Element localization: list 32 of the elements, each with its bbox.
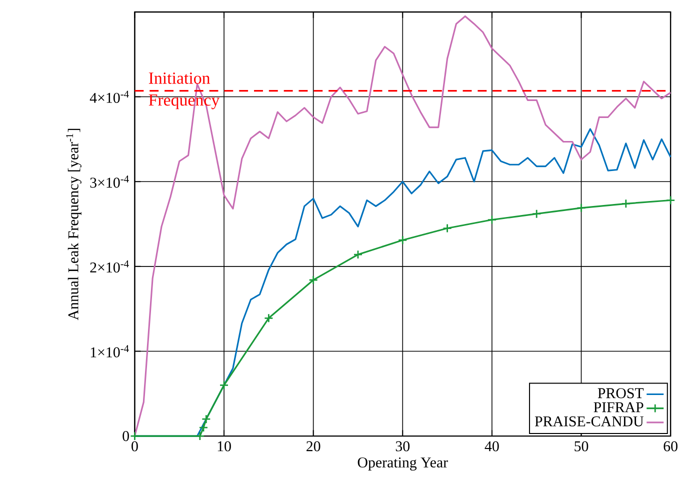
point	[442, 224, 452, 233]
point	[308, 275, 318, 285]
point	[576, 203, 586, 213]
point	[666, 196, 676, 205]
point	[198, 422, 208, 432]
point	[195, 431, 205, 441]
x-tick-label: 0	[132, 441, 138, 452]
y-tick-label: 3×10$^{-4}$	[90, 176, 129, 188]
point	[487, 215, 497, 224]
y-axis-title: Annual Leak Frequency [year$^{-1}$]	[66, 128, 82, 320]
point	[398, 235, 408, 245]
x-axis-title: Operating Year	[358, 457, 448, 471]
point	[532, 209, 542, 219]
y-tick-label: 2×10$^{-4}$	[90, 260, 129, 273]
y-tick-label: 1×10$^{-4}$	[90, 345, 129, 358]
y-tick-label: 4×10$^{-4}$	[90, 90, 129, 103]
legend-label: PRAISE-CANDU	[534, 416, 644, 426]
x-tick-label: 20	[306, 441, 320, 452]
point	[201, 414, 211, 424]
point	[353, 250, 363, 260]
legend-label: PROST	[598, 388, 644, 398]
point	[130, 431, 140, 441]
x-tick-label: 50	[574, 441, 588, 452]
point	[264, 314, 274, 323]
x-tick-label: 60	[664, 441, 678, 452]
legend-label: PIFRAP	[594, 402, 644, 412]
x-tick-label: 10	[218, 441, 231, 452]
point	[621, 199, 631, 208]
x-tick-label: 30	[396, 441, 410, 452]
point	[219, 380, 229, 390]
y-tick-label: 0	[122, 431, 129, 442]
x-tick-label: 40	[484, 441, 499, 452]
